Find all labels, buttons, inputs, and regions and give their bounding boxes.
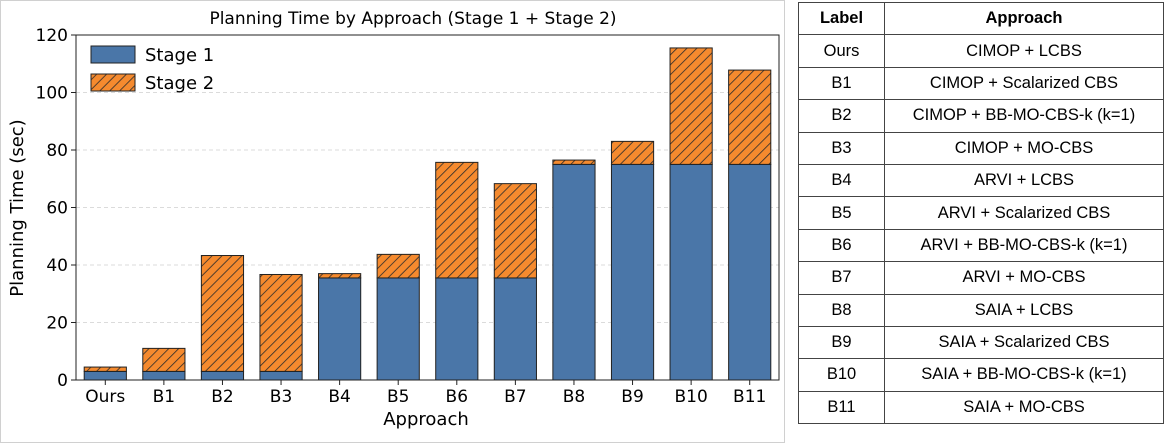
bar-stage-1-b9 <box>610 163 655 381</box>
legend-swatch-stage-1 <box>90 45 136 64</box>
header-approach: Approach <box>884 1 1164 36</box>
table-header-row: Label Approach <box>798 1 1164 36</box>
y-axis-label: Planning Time (sec) <box>7 119 28 296</box>
bar-stage-2-b4 <box>318 273 362 279</box>
legend: Stage 1 Stage 2 <box>90 45 214 94</box>
approach-table-panel: Label Approach Ours CIMOP + LCBS B1 CIMOP +… <box>798 1 1164 425</box>
x-tick-label: B6 <box>446 387 468 407</box>
row-approach: SAIA + BB-MO-CBS-k (k=1) <box>884 358 1164 392</box>
x-tick-label: B8 <box>563 387 585 407</box>
row-approach: ARVI + BB-MO-CBS-k (k=1) <box>884 228 1164 263</box>
row-label: B6 <box>798 228 885 263</box>
chart-title: Planning Time by Approach (Stage 1 + Sta… <box>209 9 616 29</box>
row-label: Ours <box>798 34 885 68</box>
table-row: B7 ARVI + MO-CBS <box>798 261 1164 295</box>
row-label: B4 <box>798 163 885 198</box>
x-tick-label: B2 <box>211 387 233 407</box>
row-label: B11 <box>798 390 885 425</box>
row-approach: ARVI + LCBS <box>884 163 1164 198</box>
bar-stage-1-b1 <box>142 370 186 381</box>
x-axis-ticks: Ours B1 B2 B3 B4 B5 B6 B7 B8 B9 B10 B11 <box>85 380 766 407</box>
y-axis-ticks: 0 20 40 60 80 100 120 <box>36 26 76 391</box>
table-row: B8 SAIA + LCBS <box>798 293 1164 327</box>
table-row: B6 ARVI + BB-MO-CBS-k (k=1) <box>798 228 1164 263</box>
y-tick-label: 40 <box>46 256 68 276</box>
bar-stage-2-b6 <box>435 161 479 279</box>
bar-stage-2-b5 <box>376 253 420 279</box>
bar-stage-1-b11 <box>728 163 772 381</box>
bar-stage-2-ours <box>83 366 127 372</box>
bar-stage-2-b1 <box>142 347 186 372</box>
table-row: B10 SAIA + BB-MO-CBS-k (k=1) <box>798 358 1164 392</box>
x-tick-label: B5 <box>387 387 409 407</box>
bar-stage-1-b5 <box>376 277 420 381</box>
row-approach: SAIA + MO-CBS <box>884 390 1164 425</box>
y-tick-label: 80 <box>46 141 68 161</box>
row-label: B10 <box>798 358 885 392</box>
bar-stage-1-b4 <box>318 277 362 381</box>
x-tick-label: Ours <box>85 387 125 407</box>
row-approach: SAIA + LCBS <box>884 293 1164 327</box>
y-tick-label: 120 <box>36 26 68 46</box>
stacked-bar-chart: Planning Time by Approach (Stage 1 + Sta… <box>7 9 780 430</box>
bar-stage-1-b7 <box>493 277 537 381</box>
x-tick-label: B9 <box>621 387 643 407</box>
y-tick-label: 100 <box>36 84 68 104</box>
header-label: Label <box>798 1 885 36</box>
legend-swatch-stage-2 <box>90 73 136 92</box>
bar-stage-1-b6 <box>435 277 479 381</box>
x-tick-label: B4 <box>328 387 350 407</box>
table-row: B9 SAIA + Scalarized CBS <box>798 325 1164 360</box>
row-label: B3 <box>798 131 885 165</box>
bar-stage-2-b7 <box>493 183 537 279</box>
row-approach: SAIA + Scalarized CBS <box>884 325 1164 360</box>
bar-stage-1-b2 <box>200 370 245 381</box>
bar-stage-2-b8 <box>552 159 596 165</box>
bar-stage-2-b2 <box>200 255 245 372</box>
row-label: B9 <box>798 325 885 360</box>
row-approach: CIMOP + Scalarized CBS <box>884 66 1164 101</box>
legend-label-stage-1: Stage 1 <box>145 45 214 66</box>
table-row: B4 ARVI + LCBS <box>798 163 1164 198</box>
bar-stage-1-b3 <box>259 370 303 381</box>
row-label: B5 <box>798 196 885 230</box>
table-row: B2 CIMOP + BB-MO-CBS-k (k=1) <box>798 99 1164 133</box>
row-approach: ARVI + Scalarized CBS <box>884 196 1164 230</box>
bar-stage-2-b3 <box>259 273 303 372</box>
row-label: B2 <box>798 99 885 133</box>
x-tick-label: B11 <box>733 387 766 407</box>
table-row: B11 SAIA + MO-CBS <box>798 390 1164 425</box>
bar-stage-1-b10 <box>669 163 713 381</box>
row-label: B8 <box>798 293 885 327</box>
table-row: B3 CIMOP + MO-CBS <box>798 131 1164 165</box>
x-tick-label: B1 <box>153 387 175 407</box>
x-tick-label: B3 <box>270 387 292 407</box>
bar-stage-2-b11 <box>728 69 772 165</box>
bar-stage-2-b10 <box>669 47 713 165</box>
legend-label-stage-2: Stage 2 <box>145 73 214 94</box>
y-tick-label: 20 <box>46 314 68 334</box>
row-approach: CIMOP + MO-CBS <box>884 131 1164 165</box>
y-tick-label: 60 <box>46 199 68 219</box>
bar-stage-2-b9 <box>610 140 655 165</box>
row-label: B7 <box>798 261 885 295</box>
bar-stage-1-b8 <box>552 163 596 381</box>
x-tick-label: B10 <box>674 387 707 407</box>
bars <box>83 47 772 381</box>
y-tick-label: 0 <box>57 371 68 391</box>
chart-panel: Planning Time by Approach (Stage 1 + Sta… <box>0 0 785 443</box>
table-row: B5 ARVI + Scalarized CBS <box>798 196 1164 230</box>
x-axis-label: Approach <box>383 409 469 430</box>
row-approach: CIMOP + BB-MO-CBS-k (k=1) <box>884 99 1164 133</box>
row-approach: CIMOP + LCBS <box>884 34 1164 68</box>
row-approach: ARVI + MO-CBS <box>884 261 1164 295</box>
table-row: Ours CIMOP + LCBS <box>798 34 1164 68</box>
bar-stage-1-ours <box>83 370 127 381</box>
x-tick-label: B7 <box>504 387 526 407</box>
table-body: Ours CIMOP + LCBS B1 CIMOP + Scalarized CBS… <box>798 34 1164 425</box>
approach-lookup-table: Label Approach Ours CIMOP + LCBS B1 CIMOP +… <box>798 1 1164 425</box>
table-row: B1 CIMOP + Scalarized CBS <box>798 66 1164 101</box>
row-label: B1 <box>798 66 885 101</box>
